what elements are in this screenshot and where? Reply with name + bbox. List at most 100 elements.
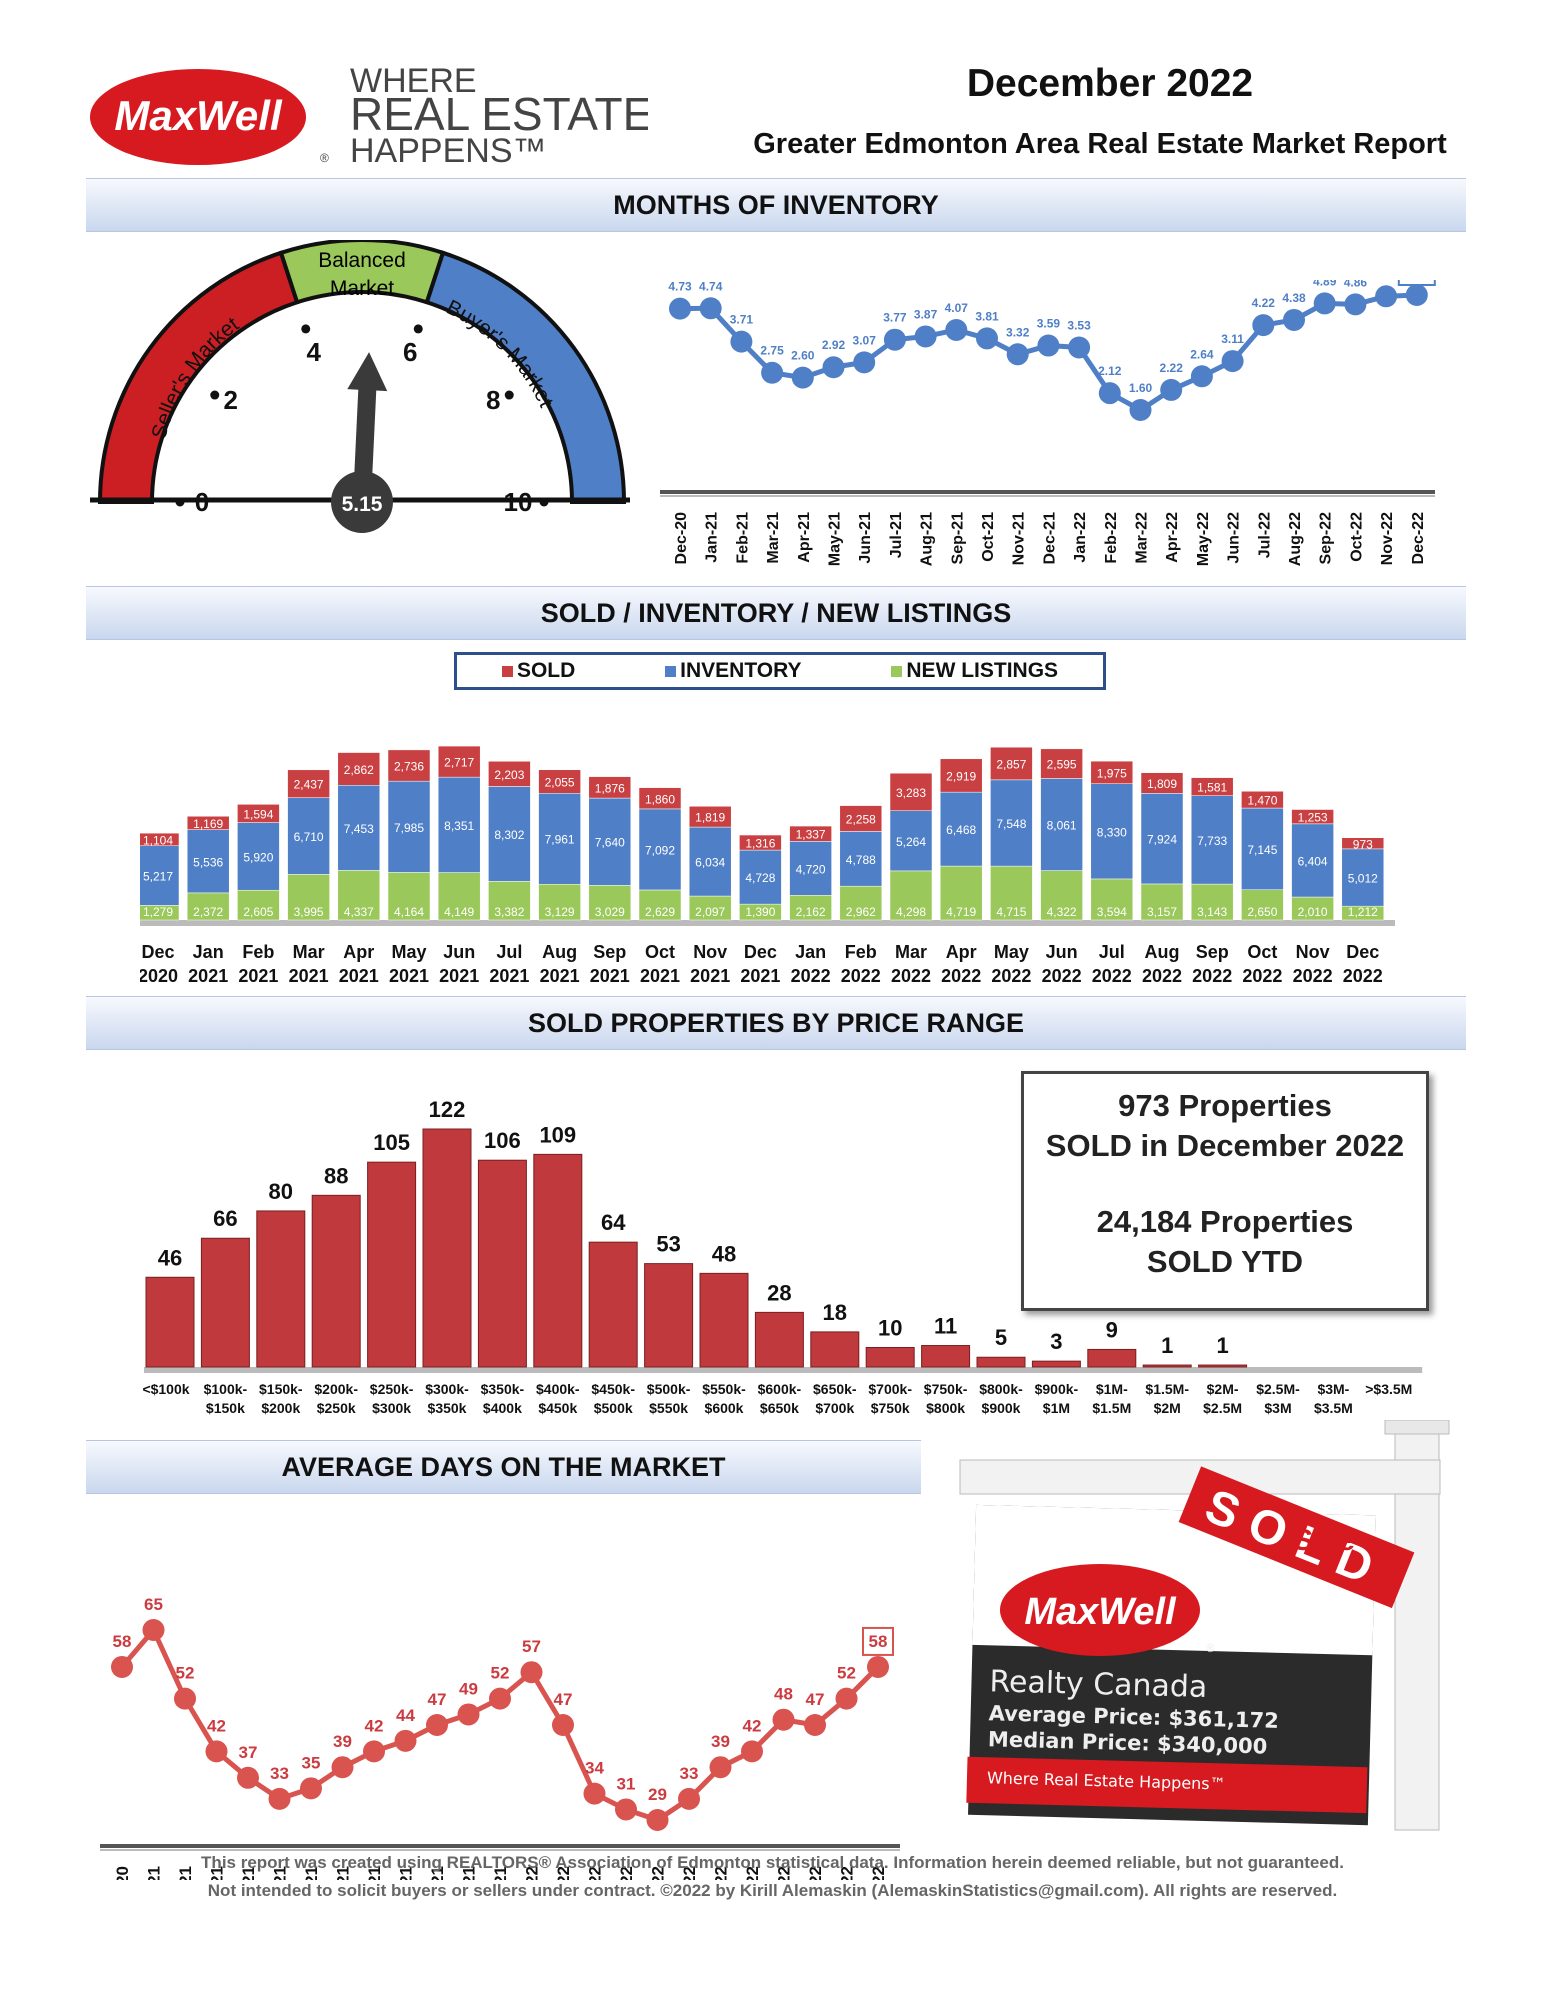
- price-tick-line1: $800k-: [979, 1381, 1023, 1397]
- price-tick-line2: $650k: [760, 1400, 799, 1416]
- bar-inventory: [789, 841, 832, 896]
- price-bar: [422, 1128, 472, 1368]
- data-label: 3.11: [1221, 332, 1244, 346]
- data-label: 47: [428, 1690, 447, 1709]
- label-inventory: 6,468: [946, 823, 976, 837]
- legend-sold-swatch: [501, 666, 513, 677]
- price-bar-label: 48: [712, 1241, 736, 1266]
- tick-label-year: 2021: [590, 966, 630, 986]
- tick-label-year: 2020: [140, 966, 178, 986]
- label-sold: 2,717: [444, 756, 474, 770]
- data-point: [976, 327, 998, 350]
- summary-line2: SOLD in December 2022: [1045, 1128, 1405, 1163]
- data-label: 2.22: [1160, 361, 1184, 375]
- label-inventory: 8,330: [1097, 825, 1127, 839]
- price-bar-label: 5: [995, 1325, 1007, 1350]
- price-tick-line2: $400k: [483, 1400, 522, 1416]
- tick-label-month: Jun: [1046, 942, 1078, 962]
- data-point: [822, 356, 845, 379]
- price-tick-line1: $3M-: [1317, 1381, 1349, 1397]
- label-sold: 1,876: [595, 781, 625, 795]
- bar-sold: [1190, 777, 1234, 796]
- tick-label: Oct-21: [428, 1866, 447, 1880]
- tick-label: Feb-21: [734, 512, 751, 564]
- bar-inventory: [1190, 795, 1234, 885]
- data-point: [363, 1740, 385, 1763]
- price-bar: [256, 1210, 306, 1368]
- tick-label-month: Apr: [343, 942, 374, 962]
- price-bar: [367, 1161, 417, 1368]
- tick-label-year: 2022: [1192, 966, 1232, 986]
- price-bar-label: 3: [1050, 1329, 1062, 1354]
- data-label: 3.77: [883, 311, 907, 325]
- label-inventory: 4,728: [745, 871, 775, 885]
- price-bar-label: 28: [767, 1280, 791, 1305]
- label-inventory: 7,961: [545, 833, 575, 847]
- price-tick-line1: $2M-: [1207, 1381, 1239, 1397]
- tick-label: Dec-21: [1041, 512, 1058, 565]
- data-point: [237, 1766, 259, 1789]
- label-new-listings: 4,337: [344, 905, 374, 919]
- label-sold: 1,337: [796, 828, 826, 842]
- data-point: [853, 351, 876, 374]
- data-label: 58: [113, 1632, 132, 1651]
- data-label: 3.59: [1037, 317, 1061, 331]
- price-bar-label: 9: [1106, 1317, 1118, 1342]
- x-axis: [140, 920, 1395, 926]
- tick-label-year: 2021: [389, 966, 429, 986]
- bar-sold: [437, 745, 481, 778]
- tick-label: Feb-22: [554, 1866, 573, 1880]
- label-sold: 973: [1353, 837, 1373, 851]
- months-inventory-chart: 4.73 Dec-20 4.74 Jan-21 3.71 Feb-21 2.75 Mar-21…: [660, 280, 1436, 566]
- data-label: 34: [585, 1759, 604, 1778]
- data-label: 4.38: [1282, 291, 1306, 305]
- data-label: 3.87: [914, 307, 938, 321]
- data-point: [1160, 378, 1183, 401]
- label-new-listings: 3,129: [545, 905, 575, 919]
- tick-label: Jul-22: [1256, 512, 1273, 558]
- logo-registered: ®: [320, 151, 329, 165]
- label-new-listings: 1,212: [1348, 905, 1378, 919]
- price-bar: [865, 1346, 915, 1368]
- label-new-listings: 2,097: [695, 905, 725, 919]
- label-sold: 1,316: [745, 837, 775, 851]
- bar-new-listings: [1090, 878, 1134, 921]
- tick-label: Dec-20: [113, 1866, 132, 1880]
- data-point: [1405, 284, 1428, 306]
- data-label: 3.81: [975, 309, 999, 323]
- price-bar: [644, 1263, 694, 1368]
- price-tick-line2: $600k: [705, 1400, 744, 1416]
- bar-inventory: [437, 776, 481, 873]
- tick-label: Jan-21: [145, 1866, 164, 1880]
- data-label: 48: [774, 1685, 793, 1704]
- price-bar: [200, 1237, 250, 1368]
- price-tick-line2: $1.5M: [1092, 1400, 1131, 1416]
- price-tick-line2: $900k: [982, 1400, 1021, 1416]
- price-tick-line1: <$100k: [142, 1381, 189, 1397]
- label-inventory: 4,720: [796, 862, 826, 876]
- tagline-where: WHERE: [350, 62, 477, 100]
- price-bar: [533, 1153, 583, 1368]
- data-label: 1.60: [1129, 381, 1153, 395]
- data-point: [1375, 285, 1398, 308]
- bar-new-listings: [1040, 870, 1083, 921]
- price-tick-line1: $100k-: [204, 1381, 248, 1397]
- sign-brand: MaxWell: [1024, 1591, 1177, 1633]
- data-label: 4.22: [1252, 296, 1276, 310]
- label-inventory: 7,733: [1197, 834, 1227, 848]
- data-label: 2.12: [1098, 364, 1122, 378]
- data-point: [1006, 343, 1029, 366]
- data-point: [552, 1714, 574, 1736]
- price-tick-line2: $500k: [594, 1400, 633, 1416]
- section-months-inventory: MONTHS OF INVENTORY: [86, 178, 1466, 232]
- price-tick-line1: $450k-: [591, 1381, 635, 1397]
- data-label: 4.86: [1344, 280, 1368, 289]
- price-bar: [1087, 1348, 1137, 1368]
- bar-new-listings: [990, 865, 1033, 921]
- tick-label-year: 2022: [1142, 966, 1182, 986]
- data-label: 3.71: [730, 313, 754, 327]
- tick-label: Aug-22: [743, 1866, 762, 1880]
- bar-new-listings: [588, 885, 632, 921]
- data-label: 37: [239, 1743, 258, 1762]
- data-point: [1037, 334, 1060, 357]
